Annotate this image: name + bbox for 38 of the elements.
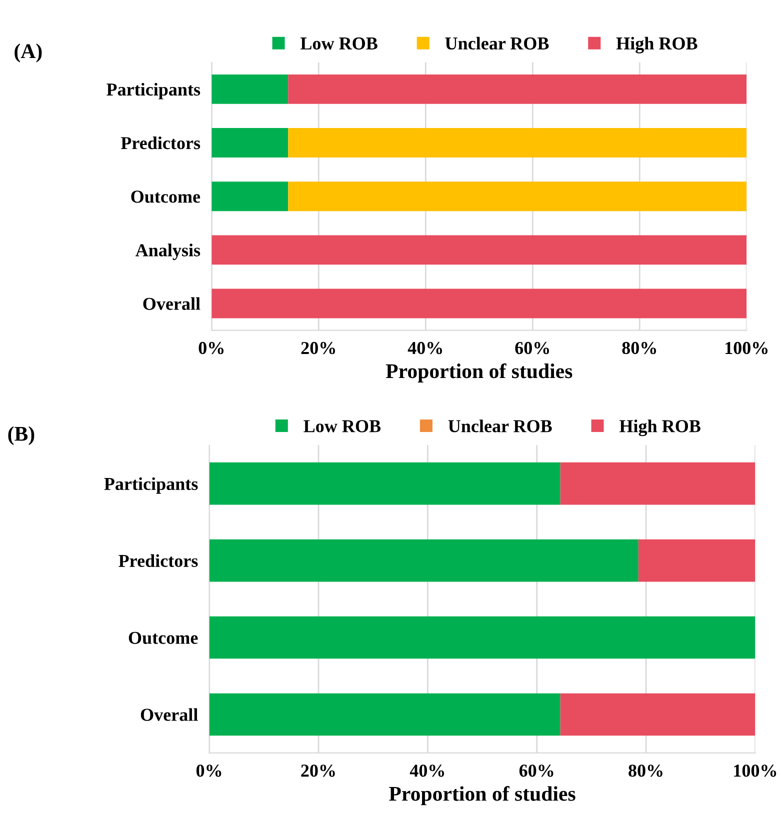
y-tick-label: Analysis <box>135 244 200 260</box>
x-tick-label: 60% <box>519 764 554 777</box>
y-tick-label: Overall <box>140 708 198 721</box>
x-tick-label: 20% <box>301 764 335 777</box>
legend-label: High ROB <box>619 420 700 436</box>
legend-label: Low ROB <box>304 420 381 432</box>
x-axis-title: Proportion of studies <box>389 786 576 806</box>
x-tick-label: 20% <box>301 342 336 354</box>
x-tick-label: 80% <box>628 764 662 777</box>
x-tick-label: 40% <box>408 342 442 354</box>
y-tick-label: Participants <box>106 82 200 100</box>
bar <box>638 539 756 582</box>
y-tick-label: Outcome <box>128 632 198 644</box>
x-axis-title: Proportion of studies <box>386 363 572 382</box>
x-tick-label: 40% <box>410 764 444 777</box>
bar <box>209 616 756 659</box>
y-tick-label: Predictors <box>118 554 198 567</box>
text: (B) <box>8 426 34 446</box>
bar <box>560 462 756 505</box>
x-tick-label: 60% <box>515 342 550 354</box>
bar <box>209 539 638 582</box>
bar <box>560 693 756 736</box>
x-tick-label: 0% <box>196 764 222 777</box>
bar <box>209 693 560 736</box>
bar <box>209 462 560 505</box>
y-tick-label: Predictors <box>120 136 200 150</box>
legend-label: High ROB <box>616 36 698 54</box>
y-tick-label: Participants <box>104 477 198 494</box>
text: (A) <box>14 44 42 62</box>
y-tick-label: Outcome <box>131 190 200 203</box>
y-tick-label: Overall <box>143 297 200 310</box>
legend-label: Unclear ROB <box>448 420 552 432</box>
legend-label: Low ROB <box>300 37 378 50</box>
x-tick-label: 100% <box>734 764 776 777</box>
x-tick-label: 0% <box>198 342 224 354</box>
x-tick-label: 80% <box>622 342 656 354</box>
legend-label: Unclear ROB <box>445 36 549 50</box>
x-tick-label: 100% <box>726 342 768 354</box>
